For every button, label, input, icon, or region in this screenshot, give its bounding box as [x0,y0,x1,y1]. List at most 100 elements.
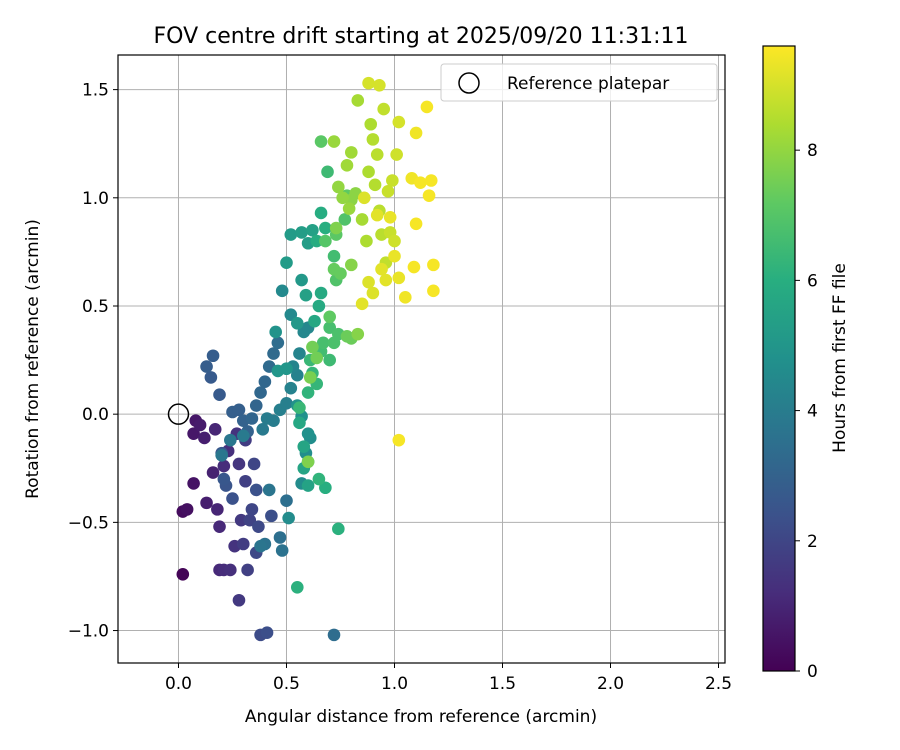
data-point [284,308,298,321]
data-point [362,275,375,289]
data-point [344,258,358,272]
data-point [392,433,406,447]
data-point [312,299,326,313]
data-point [208,423,222,436]
data-point [247,457,261,471]
data-point [340,159,354,172]
data-point [249,399,263,412]
data-point [414,176,427,189]
data-point [392,115,406,129]
data-point [273,531,287,544]
data-point [329,221,343,235]
data-point [206,349,220,363]
data-point [375,262,388,276]
data-point [336,191,349,205]
data-point [392,271,406,285]
data-point [398,291,412,304]
data-point [407,260,421,274]
data-point [301,479,315,492]
data-point [245,503,259,516]
data-point [299,288,313,302]
data-point [351,94,365,107]
data-point [293,416,306,430]
data-point [204,371,218,384]
data-point [280,494,293,508]
data-point [332,180,345,194]
data-point [232,593,246,607]
data-point [323,310,336,324]
plot-frame [117,54,726,664]
y-tick-label: 1.0 [82,189,109,209]
data-point [249,483,263,497]
data-point [386,174,399,187]
data-point [427,258,440,272]
data-point [217,472,231,486]
data-point [327,135,341,148]
y-tick-label: −1.0 [68,622,109,642]
data-point [241,563,254,577]
chart-title: FOV centre drift starting at 2025/09/20 … [154,24,689,49]
data-point [355,213,369,226]
reference-point-marker [167,403,190,425]
y-tick-label: 0.0 [82,405,109,425]
data-point [176,567,190,581]
data-point [332,522,345,536]
x-axis-label: Angular distance from reference (arcmin) [245,707,597,727]
data-point [217,459,231,473]
data-point [370,148,384,161]
data-point [215,448,228,462]
data-point [295,226,308,239]
data-point [226,492,239,505]
data-point [301,455,315,469]
colorbar-ticks: 0 2 4 6 8 [795,141,818,682]
data-point [327,249,341,263]
data-point [306,340,319,354]
colorbar-gradient [762,45,796,672]
data-point [200,496,213,510]
data-point [254,386,267,399]
data-point [368,178,382,192]
data-point [366,133,380,146]
y-axis: −1.0 −0.5 0.0 0.5 1.0 1.5 [68,81,118,642]
data-point [256,423,270,436]
data-point [360,234,373,248]
data-point [284,228,298,241]
data-point [314,135,328,148]
data-point [254,539,267,553]
data-point [303,371,317,384]
data-point [187,427,200,440]
data-point [377,102,390,116]
data-point [275,284,289,298]
legend: Reference platepar [440,63,718,102]
data-point [260,626,274,640]
y-tick-label: 1.5 [82,81,109,101]
data-point [236,537,250,551]
data-point [243,513,257,527]
data-point [310,351,324,365]
data-point [236,429,250,443]
data-point [422,189,436,202]
data-point [290,316,304,330]
data-point [267,347,280,360]
data-point [321,165,334,179]
data-point [280,397,293,410]
data-point [267,414,280,427]
data-point [213,520,226,533]
data-point [366,286,380,300]
data-point [284,381,298,395]
colorbar-tick-label: 8 [807,141,818,161]
data-point [424,174,438,187]
data-point [383,210,397,224]
data-point [316,336,330,350]
data-point [306,223,319,237]
data-point [301,386,315,399]
data-point [297,440,311,453]
data-point [258,375,272,389]
data-point [282,511,295,525]
data-point [319,221,332,235]
data-point [362,76,375,90]
data-point [314,286,328,300]
data-point [293,347,306,360]
data-point [362,165,375,179]
data-point [290,580,304,594]
